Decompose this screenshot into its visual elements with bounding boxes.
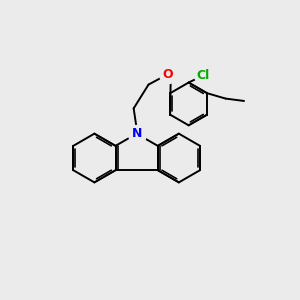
Text: O: O: [163, 68, 173, 81]
Text: N: N: [131, 127, 142, 140]
Text: Cl: Cl: [197, 69, 210, 82]
